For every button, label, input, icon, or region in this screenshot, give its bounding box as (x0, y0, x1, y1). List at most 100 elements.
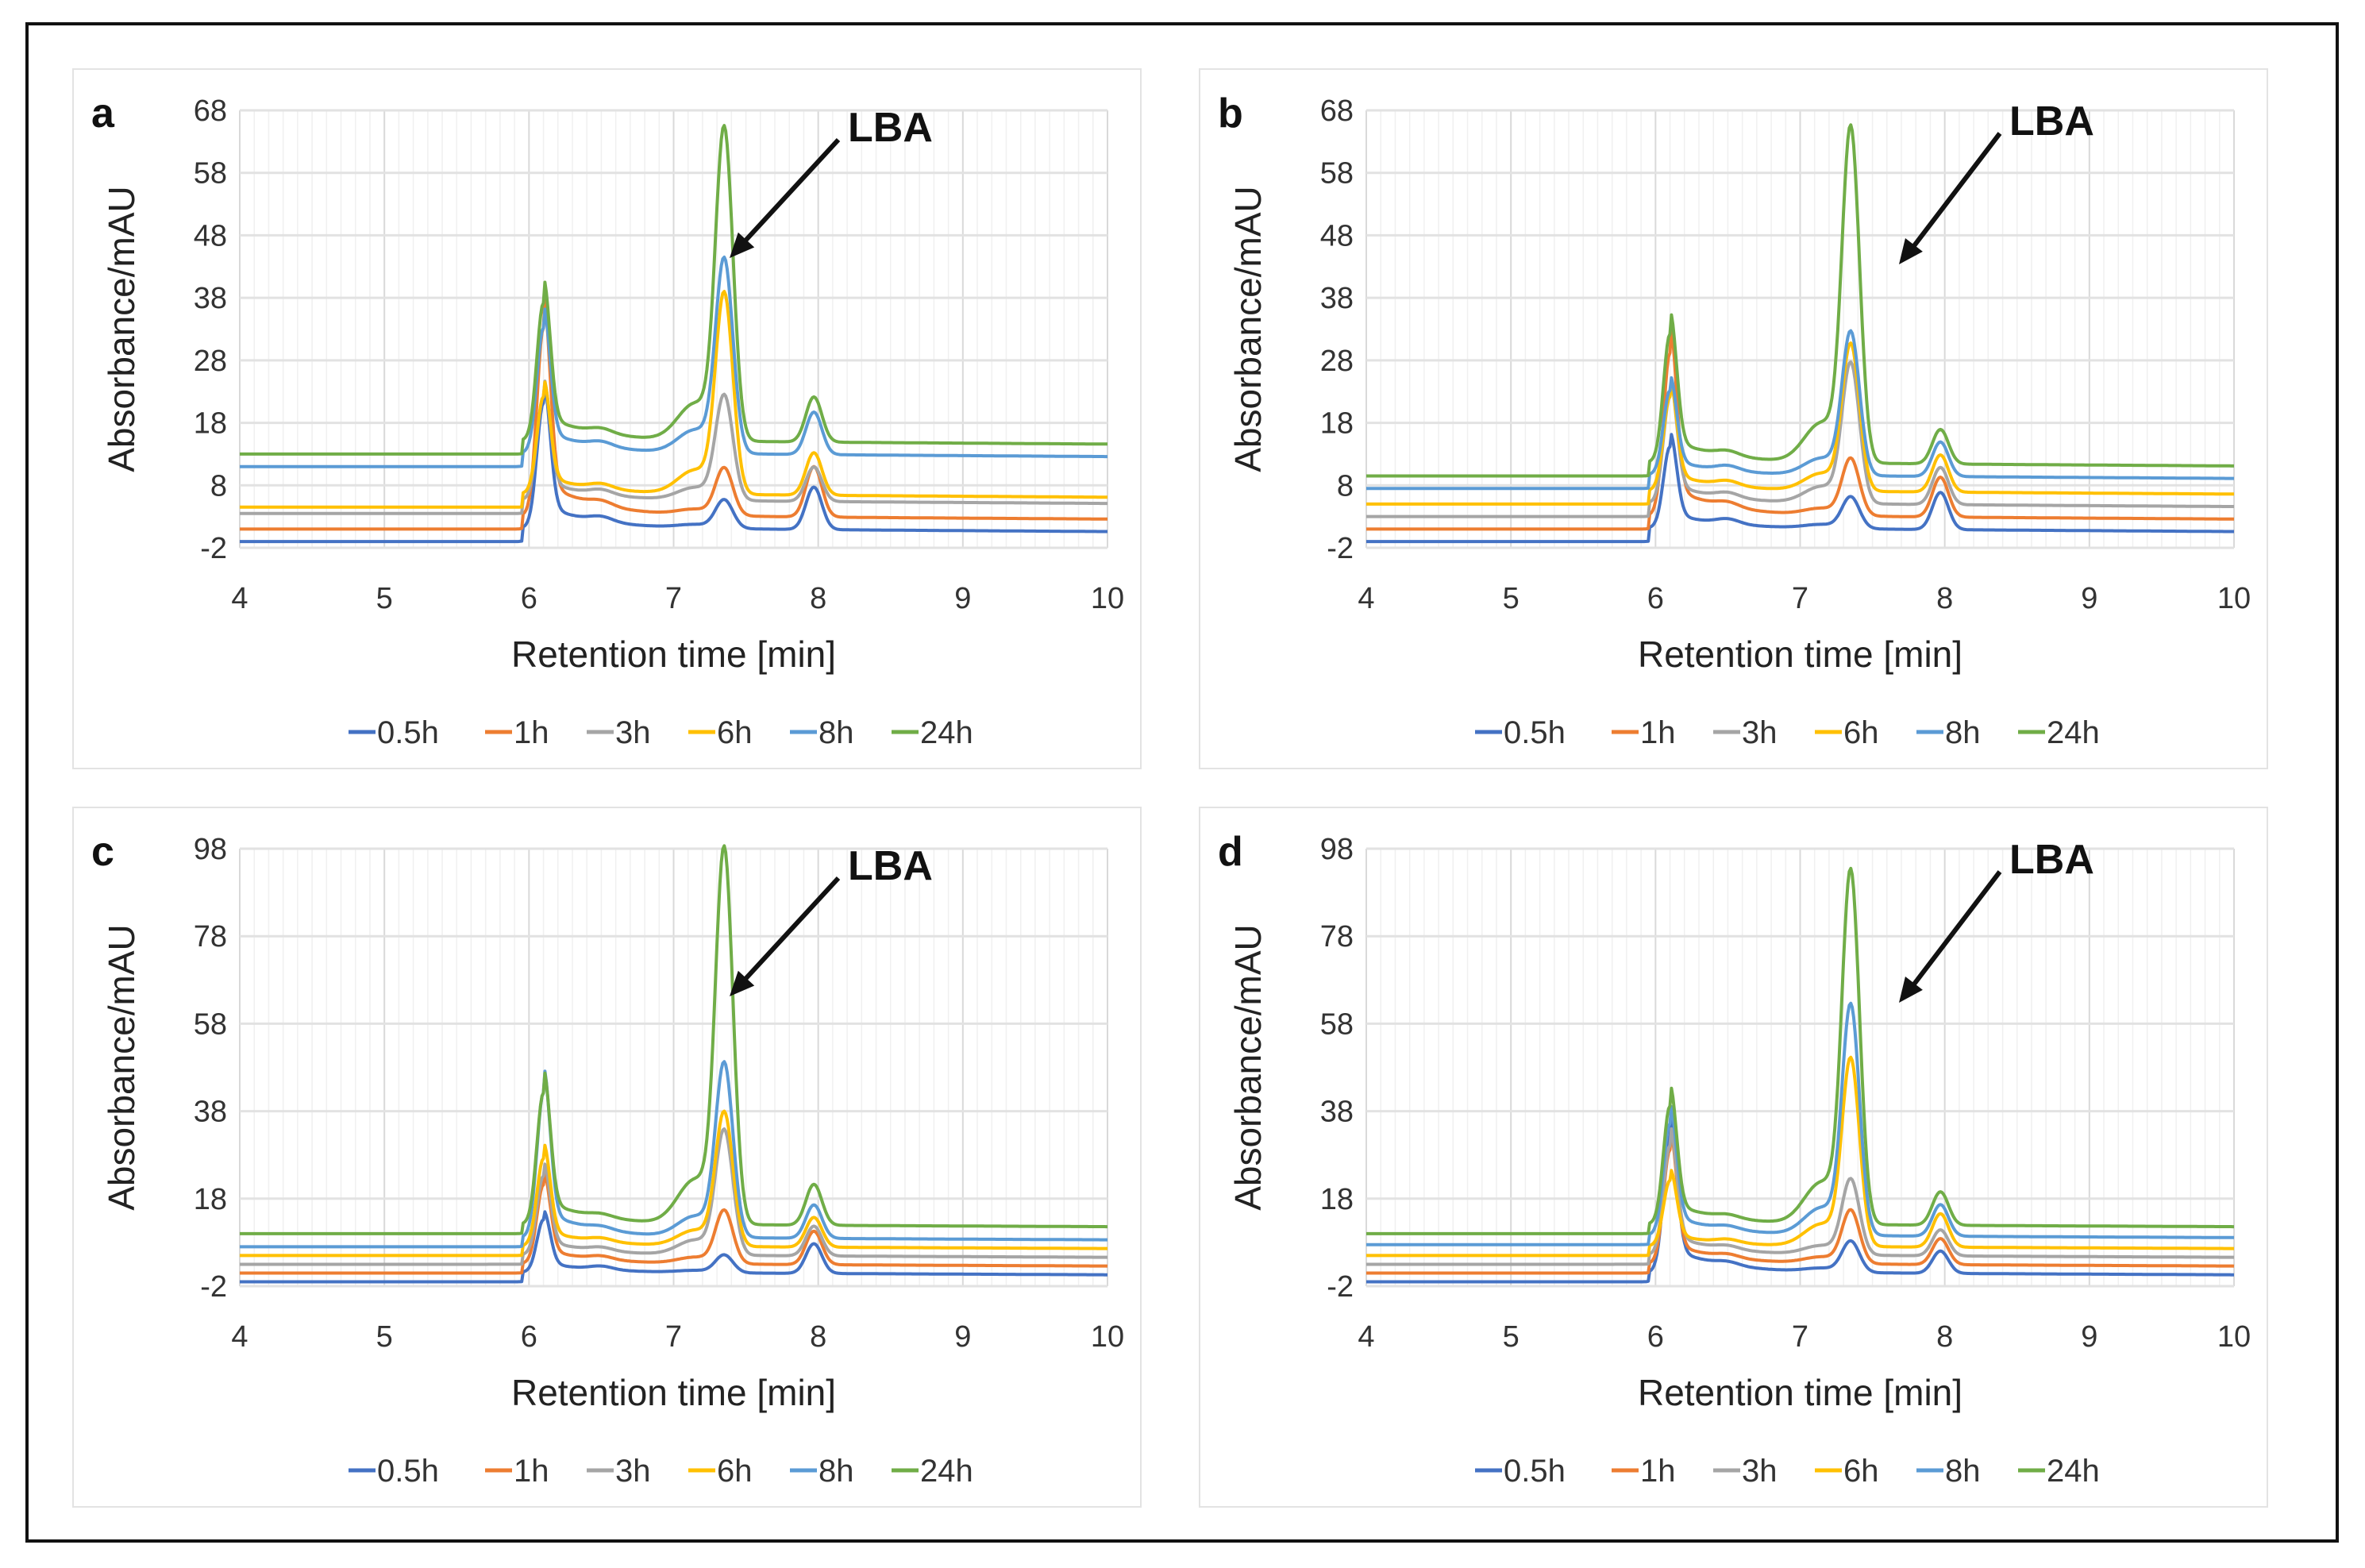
annotation-arrow (1903, 132, 2002, 259)
legend-label: 3h (1742, 1454, 1778, 1489)
panel-letter: d (1218, 829, 1243, 875)
legend-label: 24h (920, 1454, 973, 1489)
annotation-arrow (734, 137, 841, 253)
series-line-1h (239, 1171, 1108, 1275)
legend-label: 8h (819, 715, 854, 750)
legend-label: 24h (920, 715, 973, 750)
series-line-6h (239, 290, 1108, 509)
legend-label: 1h (514, 715, 549, 750)
y-tick-label: 58 (1320, 157, 1354, 191)
y-tick-label: -2 (1327, 1270, 1354, 1304)
y-tick-label: 58 (1320, 1007, 1354, 1041)
series-line-24h (239, 124, 1108, 456)
x-tick-label: 9 (2081, 582, 2097, 615)
y-tick-label: 18 (194, 407, 227, 441)
arrowhead-icon (730, 232, 755, 258)
y-tick-label: 38 (1320, 1096, 1354, 1129)
x-tick-label: 5 (1503, 582, 1520, 615)
legend-label: 1h (514, 1454, 549, 1489)
x-axis-title: Retention time [min] (511, 1372, 836, 1413)
figure-frame (25, 22, 2339, 1543)
annotation-label: LBA (848, 843, 933, 889)
series-line-6h (239, 1109, 1108, 1258)
x-tick-label: 9 (954, 582, 971, 615)
y-tick-label: 98 (1320, 833, 1354, 866)
x-tick-label: 4 (1358, 1320, 1374, 1354)
y-axis-title: Absorbance/mAU (101, 186, 142, 472)
y-tick-label: 18 (1320, 1183, 1354, 1216)
y-tick-label: -2 (1327, 532, 1354, 565)
x-tick-label: 9 (2081, 1320, 2097, 1354)
legend-label: 6h (1843, 715, 1879, 750)
y-tick-label: 98 (194, 833, 227, 866)
y-tick-label: 8 (1337, 469, 1354, 503)
legend-label: 0.5h (1504, 715, 1566, 750)
x-tick-label: 9 (954, 1320, 971, 1354)
x-tick-label: 8 (1936, 582, 1953, 615)
x-tick-label: 6 (521, 582, 537, 615)
annotation-arrow (734, 876, 841, 992)
y-tick-label: 28 (1320, 345, 1354, 378)
series-line-24h (1365, 123, 2235, 478)
series-line-6h (1365, 341, 2235, 506)
series-line-8h (239, 1060, 1108, 1249)
x-tick-label: 10 (2217, 582, 2251, 615)
y-tick-label: 18 (194, 1183, 227, 1216)
legend-label: 6h (717, 715, 753, 750)
series-line-24h (239, 844, 1108, 1235)
series-line-3h (239, 379, 1108, 515)
x-axis-title: Retention time [min] (511, 634, 836, 675)
y-tick-label: -2 (200, 532, 227, 565)
annotation-label: LBA (2009, 837, 2094, 883)
arrowhead-icon (1899, 976, 1923, 1003)
panel-d: -2 18 38 58 78 98 4 5 6 7 8 9 10 Retention time [min]… (1199, 807, 2268, 1508)
legend-label: 1h (1640, 715, 1676, 750)
series-line-0.5h (239, 1210, 1108, 1284)
y-tick-label: 68 (1320, 94, 1354, 128)
legend-label: 3h (615, 1454, 651, 1489)
legend-label: 24h (2047, 1454, 2100, 1489)
legend-label: 8h (1945, 1454, 1981, 1489)
x-tick-label: 7 (1792, 1320, 1808, 1354)
legend-label: 8h (819, 1454, 854, 1489)
panel-a: -2 8 18 28 38 48 58 68 4 5 6 7 8 9 10 Retention time [m… (72, 68, 1142, 769)
legend-label: 3h (615, 715, 651, 750)
y-tick-label: 68 (194, 94, 227, 128)
panel-letter: c (91, 829, 114, 875)
legend-label: 0.5h (377, 715, 439, 750)
series-line-3h (1365, 360, 2235, 518)
legend-label: 0.5h (1504, 1454, 1566, 1489)
series-line-1h (239, 298, 1108, 531)
series-line-0.5h (1365, 1114, 2235, 1284)
series-line-3h (1365, 1127, 2235, 1266)
y-tick-label: 78 (194, 920, 227, 954)
x-tick-label: 6 (1647, 1320, 1664, 1354)
x-axis-title: Retention time [min] (1638, 634, 1962, 675)
y-axis-title: Absorbance/mAU (1227, 924, 1269, 1211)
y-axis-title: Absorbance/mAU (1227, 186, 1269, 472)
x-tick-label: 8 (810, 1320, 826, 1354)
x-tick-label: 5 (1503, 1320, 1520, 1354)
x-tick-label: 7 (1792, 582, 1808, 615)
y-tick-label: 48 (194, 219, 227, 252)
annotation-arrow (1903, 870, 2002, 997)
series-line-1h (1365, 1131, 2235, 1275)
y-tick-label: 38 (194, 282, 227, 315)
x-tick-label: 7 (665, 1320, 682, 1354)
x-tick-label: 6 (521, 1320, 537, 1354)
series-line-8h (1365, 1001, 2235, 1246)
legend-label: 3h (1742, 715, 1778, 750)
x-tick-label: 7 (665, 582, 682, 615)
y-tick-label: 28 (194, 345, 227, 378)
series-line-8h (1365, 329, 2235, 491)
legend-label: 0.5h (377, 1454, 439, 1489)
chart-svg: -2 8 18 28 38 48 58 68 4 5 6 7 8 9 10 Retention time [m… (1218, 91, 2251, 750)
x-tick-label: 10 (1091, 1320, 1124, 1354)
legend-label: 6h (717, 1454, 753, 1489)
panel-c: -2 18 38 58 78 98 4 5 6 7 8 9 10 Retention time [min]… (72, 807, 1142, 1508)
x-tick-label: 8 (1936, 1320, 1953, 1354)
x-tick-label: 4 (231, 582, 248, 615)
y-tick-label: 18 (1320, 407, 1354, 441)
